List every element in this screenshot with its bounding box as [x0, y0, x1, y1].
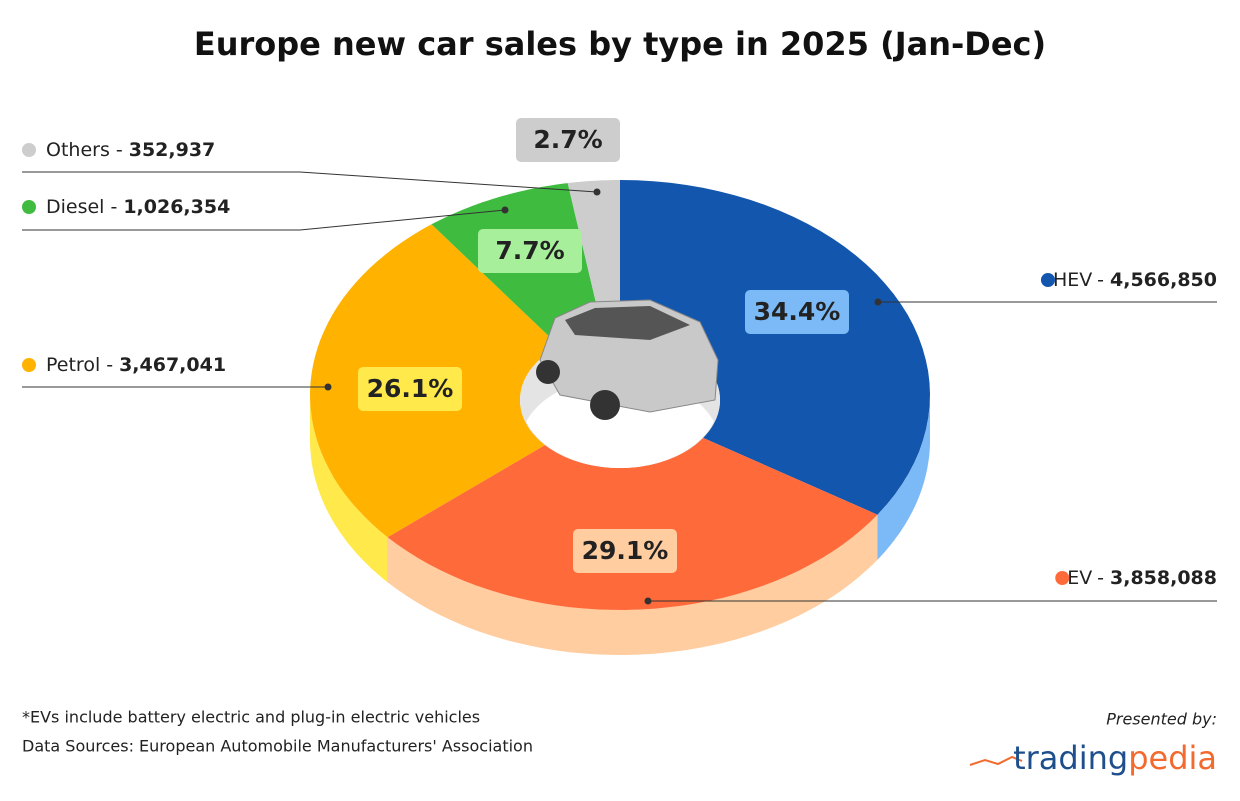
legend-entry: Others -352,937	[46, 139, 215, 161]
share-label: 34.4%	[754, 297, 841, 326]
logo-text: tradingpedia	[1013, 739, 1217, 777]
chart-title: Europe new car sales by type in 2025 (Ja…	[194, 25, 1046, 63]
legend-separator: -	[1097, 567, 1104, 589]
slice	[620, 180, 930, 515]
legend-name: Diesel	[46, 196, 104, 218]
legend-swatch	[1055, 571, 1070, 585]
legend-entry: Diesel -1,026,354	[46, 196, 230, 218]
legend-value: 4,566,850	[1110, 269, 1217, 291]
legend-value: 352,937	[129, 139, 216, 161]
share-label-box	[516, 118, 620, 162]
source: Data Sources: European Automobile Manufa…	[22, 737, 533, 756]
slice	[567, 180, 620, 333]
logo-part: trading	[1013, 739, 1128, 777]
share-label-box	[358, 367, 462, 411]
share-label: 29.1%	[582, 536, 669, 565]
leader-dot	[593, 188, 601, 196]
share-label: 26.1%	[367, 374, 454, 403]
car-window	[565, 306, 690, 340]
legend-separator: -	[116, 139, 123, 161]
legend-swatch	[22, 358, 36, 372]
legend-name: EV	[1067, 567, 1092, 589]
share-label-box	[478, 229, 582, 273]
pie	[310, 180, 930, 655]
legend-entry: EV -3,858,088	[1067, 567, 1217, 589]
slice-side	[310, 395, 388, 583]
leader-dot	[324, 383, 332, 391]
leader-line	[22, 171, 598, 193]
logo: tradingpedia	[969, 739, 1217, 777]
slice	[387, 437, 878, 610]
leader-dot	[501, 206, 509, 214]
legend-name: HEV	[1053, 269, 1092, 291]
legend-name: Others	[46, 139, 110, 161]
legend-name: Petrol	[46, 354, 100, 376]
legend-entry: HEV -4,566,850	[1053, 269, 1217, 291]
logo-part: pedia	[1128, 739, 1217, 777]
car-wheel	[536, 360, 560, 384]
hole-floor	[522, 377, 718, 468]
car-illustration	[536, 299, 719, 420]
legend-separator: -	[110, 196, 117, 218]
share-label-box	[573, 529, 677, 573]
legend-value: 3,858,088	[1110, 567, 1217, 589]
share-label-box	[745, 290, 849, 334]
leader-line	[22, 209, 506, 231]
leader-dot	[874, 298, 882, 306]
legend-swatch	[22, 143, 36, 157]
footnote: *EVs include battery electric and plug-i…	[22, 708, 480, 727]
car-wheel	[590, 390, 620, 420]
legend-value: 1,026,354	[123, 196, 230, 218]
legend-separator: -	[1097, 269, 1104, 291]
share-label: 7.7%	[495, 236, 564, 265]
legend-entry: Petrol -3,467,041	[46, 354, 226, 376]
leader-dot	[644, 597, 652, 605]
logo-icon	[969, 755, 1023, 766]
legend-separator: -	[106, 354, 113, 376]
legend-value: 3,467,041	[119, 354, 226, 376]
legend-swatch	[22, 200, 36, 214]
slice-side	[877, 395, 930, 560]
legend-swatch	[1040, 273, 1055, 287]
presented-by: Presented by:	[1106, 710, 1217, 729]
share-label: 2.7%	[533, 125, 602, 154]
slice-side	[387, 514, 878, 655]
